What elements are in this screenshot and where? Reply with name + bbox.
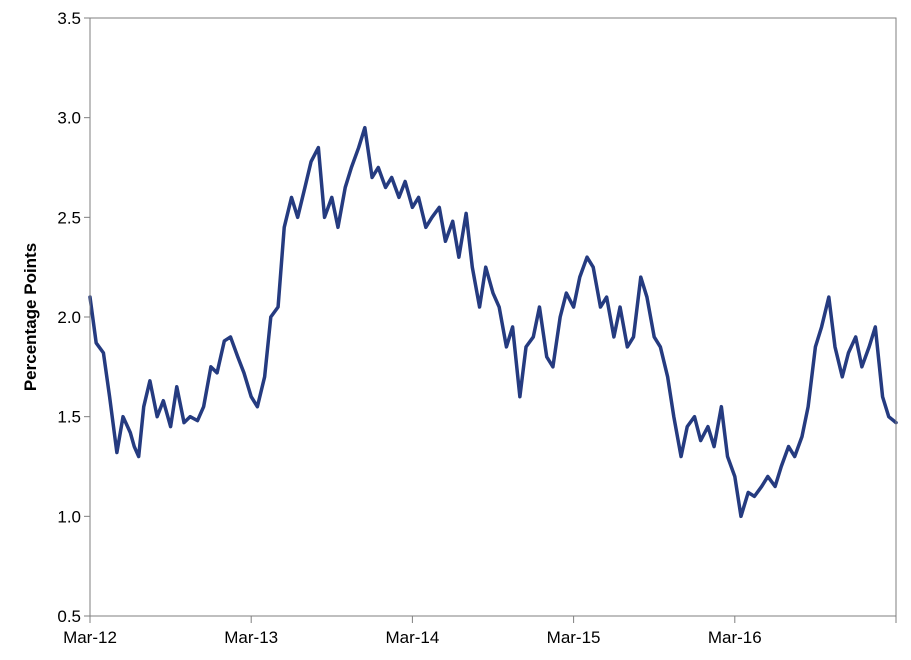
x-tick-label: Mar-14 (385, 628, 439, 647)
y-tick-label: 0.5 (57, 607, 81, 626)
series-layer (88, 125, 898, 519)
y-tick-label: 2.0 (57, 308, 81, 327)
y-tick-label: 1.5 (57, 408, 81, 427)
y-axis-title: Percentage Points (21, 243, 40, 391)
x-tick-label: Mar-13 (224, 628, 278, 647)
y-axis-ticks: 0.5 1.0 1.5 2.0 2.5 3.0 3.5 (57, 9, 90, 626)
y-tick-label: 1.0 (57, 507, 81, 526)
x-tick-label: Mar-15 (547, 628, 601, 647)
series-line (88, 125, 898, 519)
y-tick-label: 3.5 (57, 9, 81, 28)
y-tick-label: 2.5 (57, 208, 81, 227)
x-tick-label: Mar-16 (708, 628, 762, 647)
plot-area-frame (89, 17, 897, 617)
y-tick-label: 3.0 (57, 109, 81, 128)
x-axis-ticks: Mar-12 Mar-13 Mar-14 Mar-15 Mar-16 (63, 616, 897, 647)
x-tick-label: Mar-12 (63, 628, 117, 647)
